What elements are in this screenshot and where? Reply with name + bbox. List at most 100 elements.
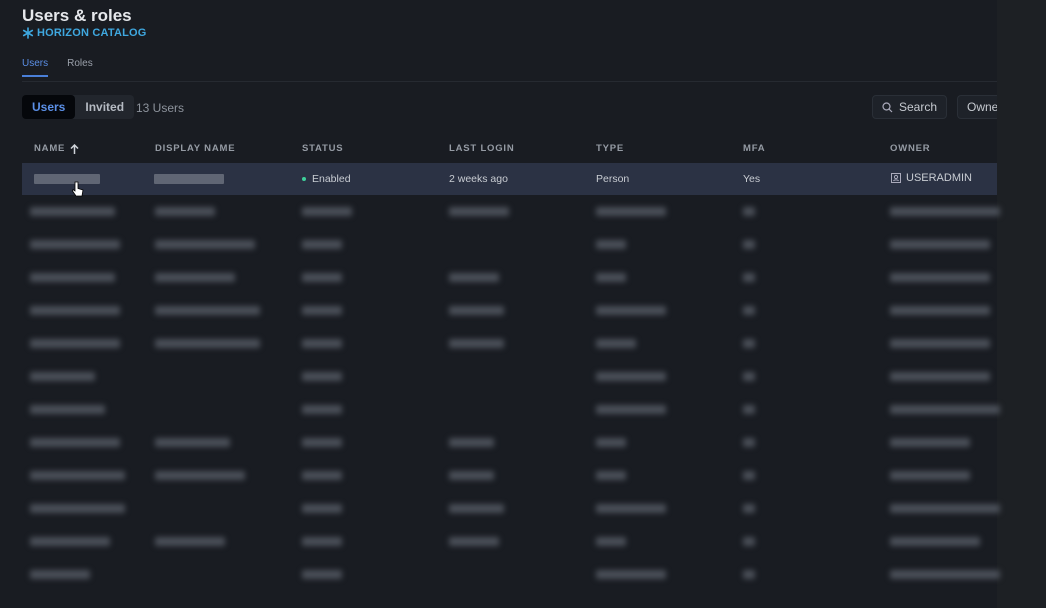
segment-invited[interactable]: Invited [85, 100, 125, 114]
redacted-cell [155, 339, 260, 348]
redacted-cell [743, 240, 755, 249]
redacted-cell [449, 471, 494, 480]
redacted-cell [30, 372, 95, 381]
redacted-cell [890, 372, 990, 381]
redacted-cell [596, 372, 666, 381]
redacted-cell [155, 207, 215, 216]
redacted-cell [449, 537, 499, 546]
redacted-cell [30, 339, 120, 348]
redacted-cell [449, 207, 509, 216]
redacted-cell [302, 306, 342, 315]
redacted-cell [596, 570, 666, 579]
search-button[interactable]: Search [872, 95, 948, 119]
redacted-cell [743, 504, 755, 513]
redacted-display-name [154, 174, 224, 184]
redacted-cell [302, 273, 342, 282]
user-type: Person [596, 173, 630, 185]
redacted-cell [302, 207, 352, 216]
column-header-last-login[interactable]: LAST LOGIN [449, 143, 515, 154]
redacted-cell [30, 504, 125, 513]
redacted-cell [155, 471, 245, 480]
column-header-status[interactable]: STATUS [302, 143, 344, 154]
redacted-cell [30, 471, 125, 480]
redacted-cell [596, 438, 626, 447]
column-label: NAME [34, 143, 66, 154]
column-header-mfa[interactable]: MFA [743, 143, 766, 154]
redacted-cell [890, 240, 990, 249]
redacted-cell [302, 240, 342, 249]
column-header-display-name[interactable]: DISPLAY NAME [155, 143, 236, 154]
redacted-cell [449, 339, 504, 348]
brand-label: HORIZON CATALOG [37, 27, 147, 39]
redacted-cell [449, 438, 494, 447]
redacted-cell [743, 306, 755, 315]
owner-filter-label: Owne [967, 100, 997, 114]
divider [22, 81, 997, 82]
page-title: Users & roles [22, 6, 132, 25]
redacted-cell [155, 273, 235, 282]
redacted-cell [890, 570, 1000, 579]
redacted-cell [302, 570, 342, 579]
cursor-hand-icon [72, 181, 84, 197]
redacted-cell [890, 339, 990, 348]
redacted-cell [890, 306, 990, 315]
redacted-cell [596, 240, 626, 249]
redacted-cell [302, 471, 342, 480]
redacted-cell [890, 471, 970, 480]
redacted-cell [302, 339, 342, 348]
redacted-cell [302, 438, 342, 447]
segment-users[interactable]: Users [22, 95, 76, 119]
redacted-cell [302, 504, 342, 513]
owner-filter-button[interactable]: Owne [957, 95, 997, 119]
redacted-cell [596, 405, 666, 414]
column-header-type[interactable]: TYPE [596, 143, 625, 154]
redacted-cell [302, 537, 342, 546]
redacted-cell [743, 207, 755, 216]
redacted-cell [155, 240, 255, 249]
redacted-cell [30, 207, 115, 216]
redacted-cell [743, 537, 755, 546]
redacted-cell [743, 372, 755, 381]
role-icon [891, 173, 901, 183]
redacted-cell [890, 537, 980, 546]
redacted-cell [30, 537, 110, 546]
redacted-cell [743, 405, 755, 414]
redacted-cell [743, 339, 755, 348]
redacted-cell [596, 504, 666, 513]
redacted-cell [596, 306, 666, 315]
search-icon [882, 101, 893, 112]
redacted-cell [155, 306, 260, 315]
status-dot-icon [302, 177, 306, 181]
search-label: Search [899, 100, 938, 114]
owner-label: USERADMIN [906, 172, 973, 184]
redacted-cell [302, 372, 342, 381]
redacted-cell [155, 438, 230, 447]
status-label: Enabled [312, 173, 351, 185]
redacted-cell [30, 306, 120, 315]
snowflake-icon [22, 27, 34, 39]
user-type-toggle: Users Invited [22, 95, 135, 119]
redacted-cell [30, 273, 115, 282]
tab-users[interactable]: Users [22, 58, 49, 77]
redacted-cell [155, 537, 225, 546]
redacted-cell [890, 504, 1000, 513]
column-header-owner[interactable]: OWNER [890, 143, 931, 154]
redacted-rows [22, 197, 1000, 582]
redacted-cell [596, 471, 626, 480]
redacted-cell [743, 471, 755, 480]
last-login: 2 weeks ago [449, 173, 508, 185]
redacted-name [34, 174, 100, 184]
redacted-cell [30, 570, 90, 579]
tab-roles[interactable]: Roles [67, 58, 93, 69]
column-header-name[interactable]: NAME [34, 143, 79, 154]
redacted-cell [449, 306, 504, 315]
mfa: Yes [743, 173, 761, 185]
sort-ascending-icon [70, 143, 79, 154]
redacted-cell [30, 240, 120, 249]
redacted-cell [596, 207, 666, 216]
redacted-cell [890, 405, 1000, 414]
redacted-cell [30, 438, 120, 447]
owner: USERADMIN [891, 172, 972, 184]
redacted-cell [449, 504, 504, 513]
redacted-cell [890, 273, 990, 282]
